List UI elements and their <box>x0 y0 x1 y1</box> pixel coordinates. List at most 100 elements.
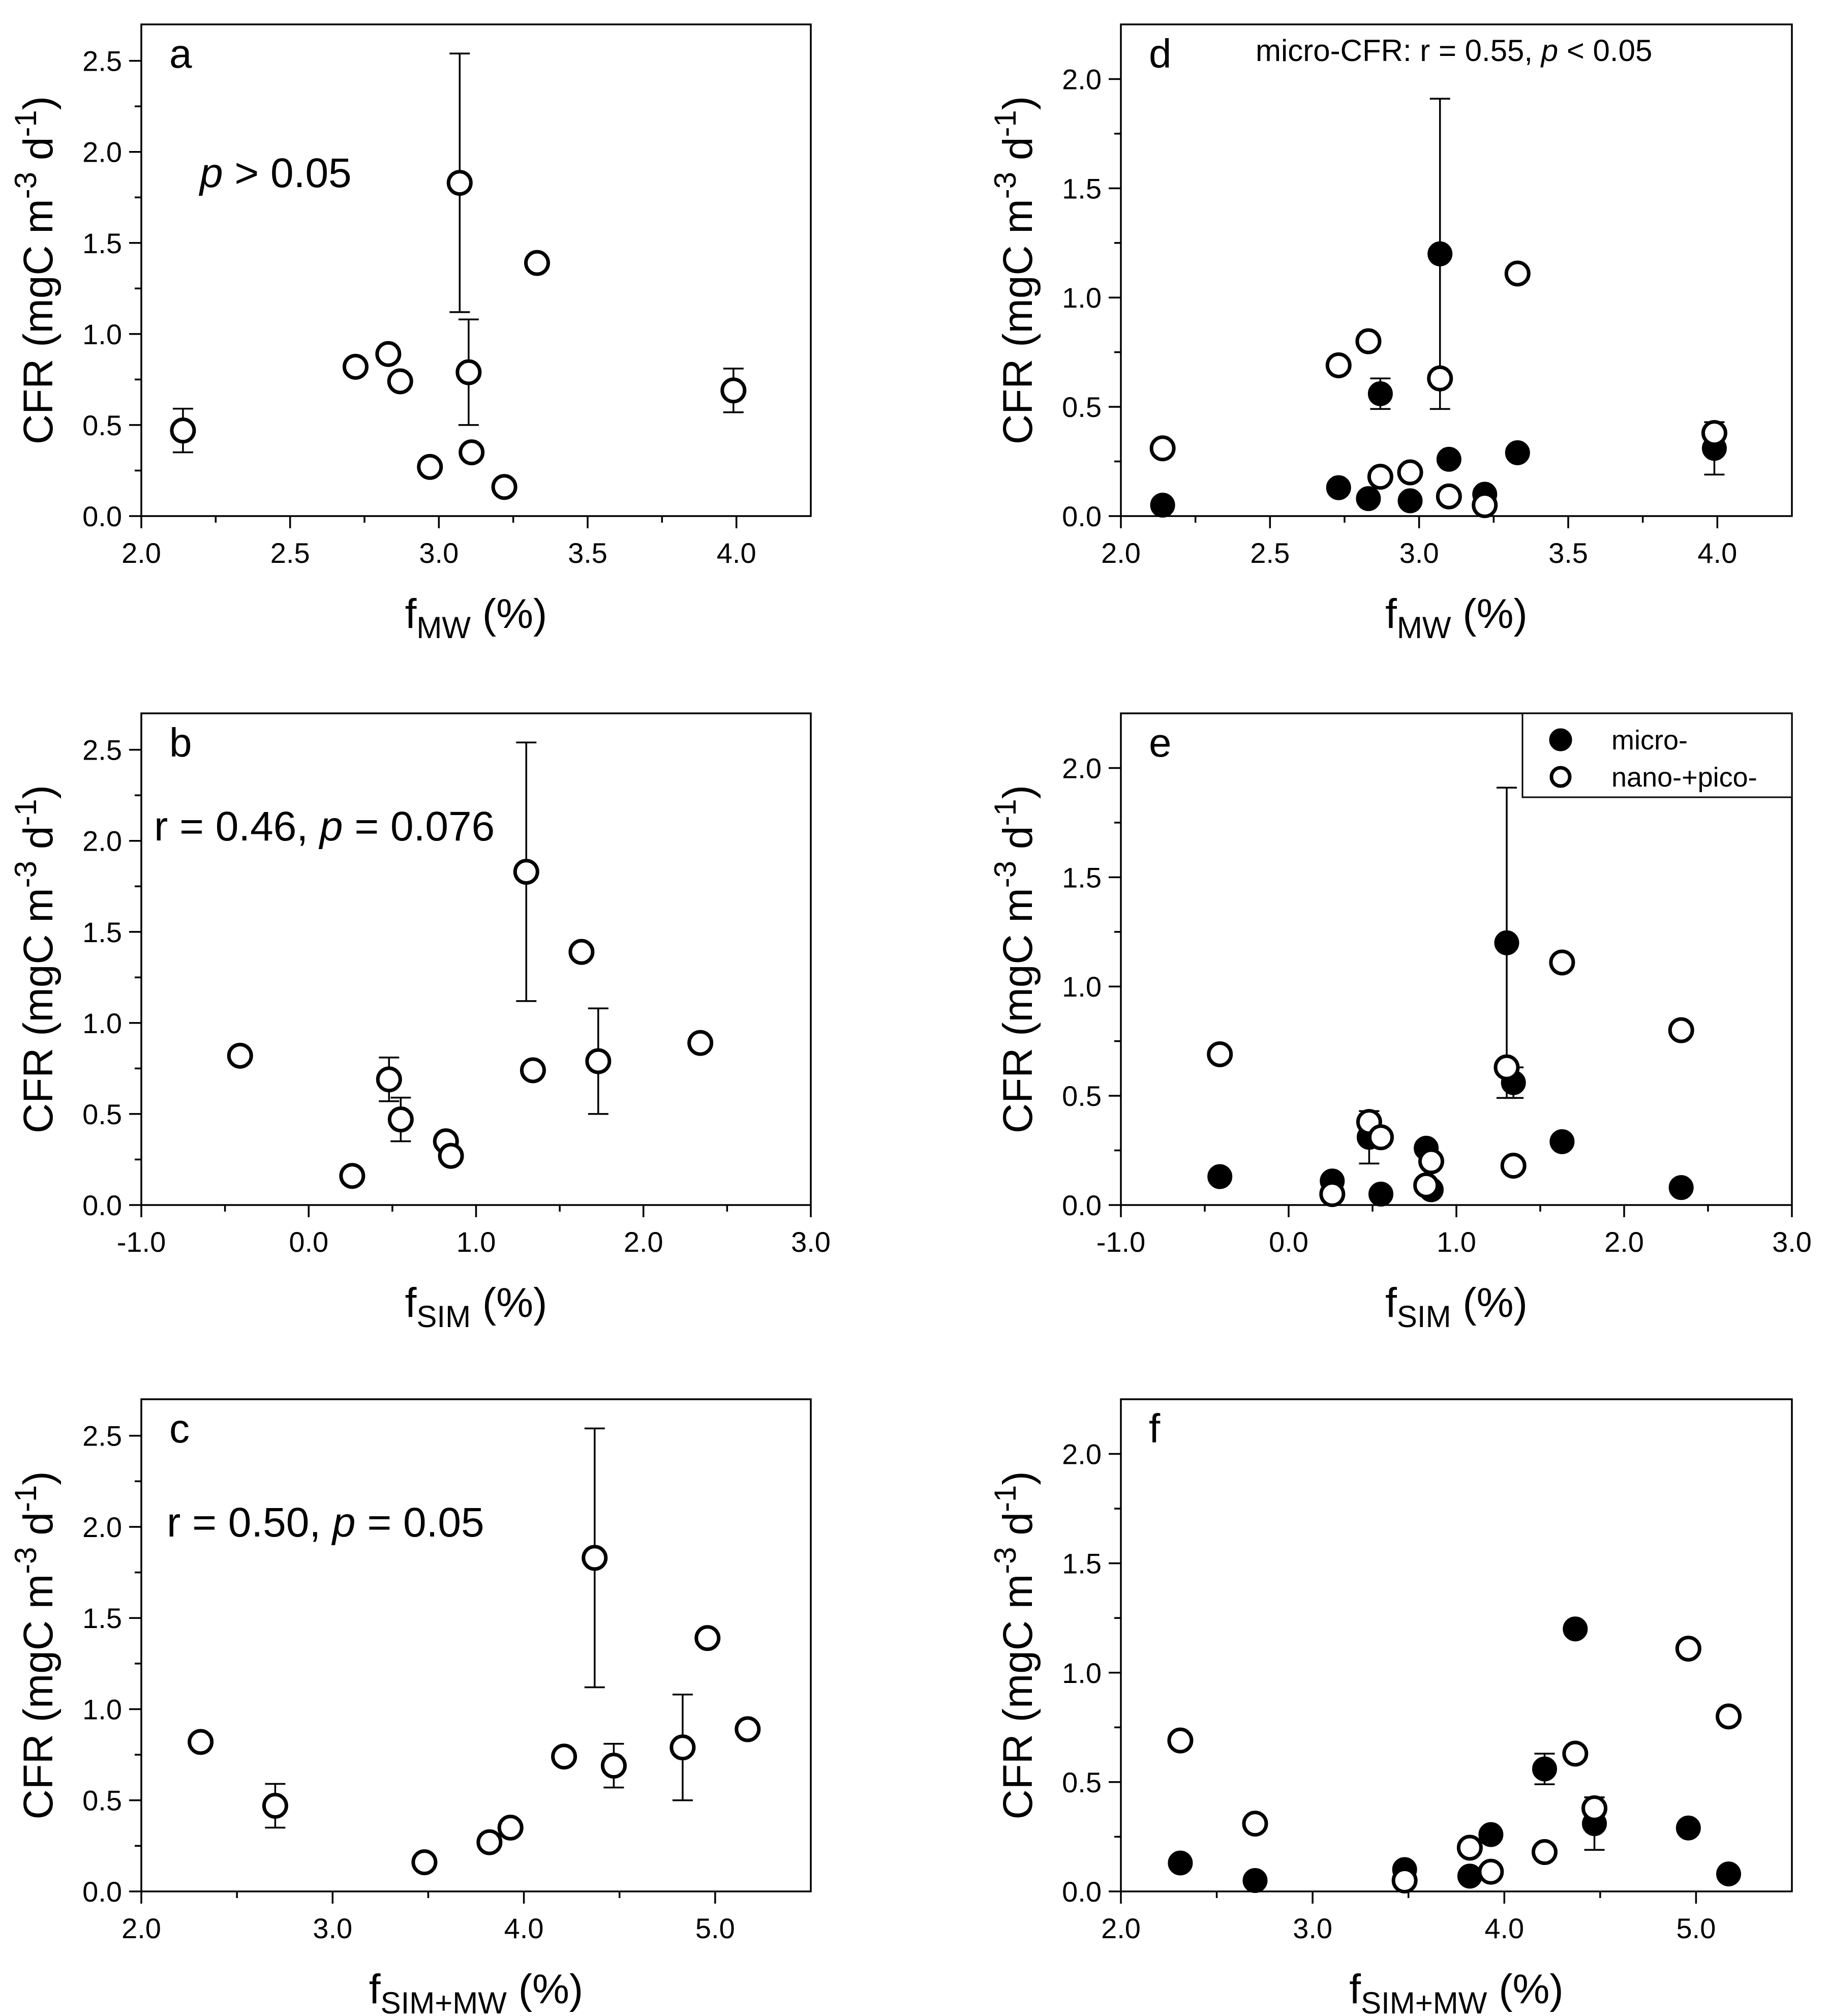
y-tick-label: 1.0 <box>82 1693 122 1725</box>
y-axis-label: CFR (mgC m-3 d-1) <box>988 1471 1041 1819</box>
data-point-open <box>262 1792 288 1819</box>
data-point-open <box>1716 1703 1742 1730</box>
y-tick-label: 2.0 <box>82 136 122 168</box>
x-axis-label: fSIM (%) <box>405 1280 547 1334</box>
data-point-open <box>551 1743 577 1770</box>
data-point-open <box>1456 1834 1483 1861</box>
plot-frame <box>140 712 812 1206</box>
x-axis-label: fSIM+MW (%) <box>369 1966 583 2016</box>
data-point-open <box>491 474 517 500</box>
series-open <box>227 741 714 1189</box>
plot-frame <box>140 23 812 517</box>
x-tick-label: 3.0 <box>419 537 459 569</box>
data-point-open <box>1242 1811 1268 1837</box>
data-point-open <box>339 1163 365 1189</box>
x-tick-label: -1.0 <box>117 1226 166 1258</box>
data-point-filled <box>1532 1756 1557 1782</box>
data-point-open <box>1675 1635 1701 1662</box>
plot-frame <box>1120 23 1793 517</box>
panel-b: -1.0 0.0 1.0 2.0 3.0 0.0 0.5 1.0 1.5 2.0 2.5 fSIM (… <box>9 712 831 1334</box>
x-tick-label: 2.5 <box>270 537 310 569</box>
data-point-open <box>1562 1740 1589 1767</box>
x-tick-label: 5.0 <box>695 1912 735 1944</box>
x-tick-label: 3.5 <box>568 537 607 569</box>
data-point-filled <box>1505 440 1530 465</box>
data-point-open <box>446 170 473 196</box>
data-point-open <box>1167 1727 1194 1754</box>
y-tick-label: 0.0 <box>82 1876 122 1908</box>
data-point-filled <box>1494 930 1519 955</box>
data-point-open <box>585 1048 612 1074</box>
x-tick-label: 1.0 <box>456 1226 496 1258</box>
data-point-open <box>1397 459 1423 486</box>
y-tick-label: 0.5 <box>82 409 122 441</box>
data-point-open <box>455 359 482 385</box>
data-point-open <box>524 250 550 276</box>
data-point-filled <box>1397 488 1423 514</box>
legend-marker-filled <box>1549 728 1572 751</box>
y-tick-label: 0.0 <box>1062 1189 1102 1221</box>
legend: micro-nano-+pico- <box>1521 712 1793 798</box>
x-tick-label: 0.0 <box>289 1226 328 1258</box>
data-point-open <box>342 353 369 380</box>
data-point-open <box>1149 435 1176 462</box>
data-point-filled <box>1242 1868 1268 1893</box>
x-tick-label: 1.0 <box>1437 1226 1476 1258</box>
x-tick-label: -1.0 <box>1096 1226 1146 1258</box>
annotation: micro-CFR: r = 0.55, p < 0.05 <box>1256 34 1652 68</box>
x-tick-label: 3.5 <box>1548 537 1588 569</box>
y-tick-label: 0.5 <box>1062 391 1102 423</box>
x-tick-label: 3.0 <box>1293 1912 1332 1944</box>
panel-e: -1.0 0.0 1.0 2.0 3.0 0.0 0.5 1.0 1.5 2.0 fSIM (%) C… <box>988 712 1812 1334</box>
data-point-filled <box>1168 1850 1193 1876</box>
y-tick-label: 0.0 <box>1062 1876 1102 1908</box>
y-tick-label: 1.0 <box>82 318 122 350</box>
data-point-filled <box>1675 1815 1701 1841</box>
data-point-filled <box>1368 1182 1393 1207</box>
data-point-open <box>387 1106 414 1133</box>
panel-d: 2.0 2.5 3.0 3.5 4.0 0.0 0.5 1.0 1.5 2.0 fMW (%) CFR… <box>988 23 1793 645</box>
y-tick-label: 0.5 <box>1062 1080 1102 1112</box>
data-point-filled <box>1549 1129 1575 1154</box>
data-point-open <box>1207 1041 1233 1067</box>
x-tick-label: 5.0 <box>1676 1912 1716 1944</box>
data-point-open <box>720 377 747 404</box>
x-tick-label: 4.0 <box>1697 537 1737 569</box>
data-point-open <box>376 1066 402 1093</box>
data-point-open <box>1500 1153 1527 1179</box>
x-tick-label: 2.0 <box>1101 1912 1141 1944</box>
data-point-open <box>1355 328 1382 354</box>
data-point-open <box>669 1734 696 1761</box>
series-open <box>188 1427 761 1876</box>
series-filled <box>1150 98 1727 518</box>
panel-a: 2.0 2.5 3.0 3.5 4.0 0.0 0.5 1.0 1.5 2.0 2.5 fMW (%)… <box>9 23 812 645</box>
panel-f: 2.0 3.0 4.0 5.0 0.0 0.5 1.0 1.5 2.0 fSIM+MW (%) CF… <box>988 1398 1793 2016</box>
y-tick-label: 1.0 <box>82 1007 122 1039</box>
panel-letter: e <box>1149 720 1172 765</box>
x-tick-label: 4.0 <box>504 1912 544 1944</box>
y-tick-label: 2.0 <box>1062 1438 1102 1470</box>
data-point-filled <box>1326 475 1351 500</box>
y-axis-label: CFR (mgC m-3 d-1) <box>9 1471 62 1819</box>
y-axis-label: CFR (mgC m-3 d-1) <box>9 785 62 1133</box>
data-point-open <box>1701 420 1727 446</box>
y-tick-label: 1.5 <box>82 227 122 259</box>
annotation: r = 0.46, p = 0.076 <box>154 803 495 850</box>
y-tick-label: 0.5 <box>82 1098 122 1130</box>
panel-letter: d <box>1149 31 1172 76</box>
panel-letter: f <box>1149 1406 1161 1451</box>
y-tick-label: 1.5 <box>1062 172 1102 204</box>
x-axis-label: fMW (%) <box>405 591 547 645</box>
data-point-open <box>1581 1795 1608 1822</box>
y-tick-label: 1.5 <box>1062 1548 1102 1580</box>
data-point-open <box>582 1545 608 1571</box>
x-tick-label: 2.0 <box>1604 1226 1644 1258</box>
data-point-open <box>188 1729 214 1755</box>
data-point-open <box>1368 1124 1394 1151</box>
data-point-filled <box>1668 1175 1694 1200</box>
y-tick-label: 0.5 <box>82 1785 122 1817</box>
data-point-filled <box>1150 493 1175 518</box>
y-tick-label: 2.5 <box>82 1420 122 1452</box>
data-point-open <box>387 368 413 395</box>
series-open <box>1167 1635 1742 1893</box>
